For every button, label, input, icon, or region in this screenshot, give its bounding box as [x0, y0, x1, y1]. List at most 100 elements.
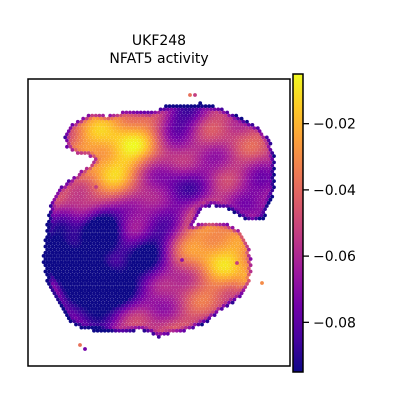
tissue-spot [228, 141, 233, 146]
tissue-spot [187, 176, 192, 180]
tissue-spot [158, 132, 163, 137]
tissue-spot [102, 241, 107, 246]
tissue-spot [189, 222, 194, 227]
tissue-spot [259, 163, 264, 168]
tissue-spot [124, 229, 129, 233]
tissue-spot [209, 238, 213, 243]
tissue-spot [221, 254, 226, 258]
tissue-spot [216, 138, 221, 143]
tissue-spot [221, 222, 226, 227]
tissue-spot [110, 129, 114, 134]
tissue-spot [155, 325, 159, 330]
tissue-spot [108, 176, 113, 180]
tissue-spot [214, 297, 219, 302]
tissue-spot [142, 210, 147, 215]
tissue-spot [131, 254, 136, 258]
tissue-spot [151, 194, 156, 199]
tissue-spot [155, 294, 159, 299]
tissue-spot [237, 176, 242, 180]
tissue-spot [252, 169, 257, 174]
tissue-spot [57, 219, 62, 224]
tissue-spot [61, 288, 66, 293]
tissue-spot [171, 322, 176, 327]
tissue-spot [66, 260, 71, 264]
tissue-spot [221, 141, 226, 146]
tissue-spot [93, 282, 98, 286]
tissue-spot [81, 210, 86, 215]
tissue-spot [236, 247, 240, 252]
tissue-spot [207, 285, 212, 289]
tissue-spot [236, 266, 240, 271]
tissue-spot [162, 207, 167, 212]
tissue-spot [72, 257, 77, 261]
tissue-spot [95, 278, 100, 283]
tissue-spot [70, 247, 75, 252]
tissue-spot [221, 191, 226, 196]
tissue-spot [140, 275, 145, 280]
tissue-spot [115, 250, 120, 255]
tissue-spot [230, 207, 235, 212]
tissue-spot [236, 160, 240, 165]
tissue-spot [198, 225, 203, 230]
tissue-spot [77, 278, 82, 283]
tissue-spot [92, 123, 96, 127]
tissue-spot [115, 119, 120, 124]
tissue-spot [223, 163, 228, 168]
tissue-spot [111, 113, 116, 118]
tissue-spot [119, 294, 123, 299]
tissue-spot [169, 225, 174, 230]
tissue-spot [255, 169, 260, 174]
tissue-spot [180, 232, 185, 237]
tissue-spot [72, 194, 77, 199]
tissue-spot [115, 244, 120, 249]
tissue-spot [198, 244, 203, 249]
tissue-spot [97, 188, 102, 193]
tissue-spot [65, 207, 69, 212]
tissue-spot [104, 244, 109, 249]
tissue-spot [115, 219, 120, 224]
tissue-spot [131, 310, 136, 314]
tissue-spot [205, 107, 210, 112]
tissue-spot [210, 160, 215, 165]
tissue-spot [117, 241, 122, 246]
tissue-spot [79, 282, 84, 286]
tissue-spot [146, 266, 150, 271]
tissue-spot [63, 278, 68, 283]
tissue-spot [164, 179, 168, 184]
tissue-spot [147, 151, 152, 155]
tissue-spot [119, 257, 123, 261]
tissue-spot [144, 263, 149, 268]
tissue-spot [108, 151, 113, 155]
tissue-spot [221, 266, 226, 271]
tissue-spot [45, 247, 50, 252]
tissue-spot [92, 310, 96, 314]
tissue-spot [191, 138, 195, 143]
tissue-spot [77, 297, 82, 302]
tissue-spot [218, 241, 222, 246]
tissue-spot [191, 282, 195, 286]
tissue-spot [203, 285, 208, 289]
tissue-spot [104, 188, 109, 193]
tissue-spot [176, 269, 181, 274]
tissue-spot [194, 107, 199, 112]
tissue-spot [182, 185, 186, 190]
tissue-spot [205, 151, 210, 155]
tissue-spot [232, 204, 237, 208]
tissue-spot [140, 151, 145, 155]
tissue-spot [97, 138, 102, 143]
tissue-spot [151, 282, 156, 286]
tissue-spot [158, 325, 163, 330]
tissue-spot [246, 266, 251, 271]
tissue-spot [140, 207, 145, 212]
tissue-spot [162, 250, 167, 255]
tissue-spot [216, 151, 221, 155]
tissue-spot [119, 188, 123, 193]
tissue-spot [259, 188, 264, 193]
tissue-spot [173, 113, 177, 118]
tissue-spot [129, 113, 134, 118]
tissue-spot [174, 222, 179, 227]
tissue-spot [101, 300, 105, 305]
tissue-spot [63, 291, 68, 296]
tissue-spot [216, 201, 221, 205]
tissue-spot [144, 250, 149, 255]
